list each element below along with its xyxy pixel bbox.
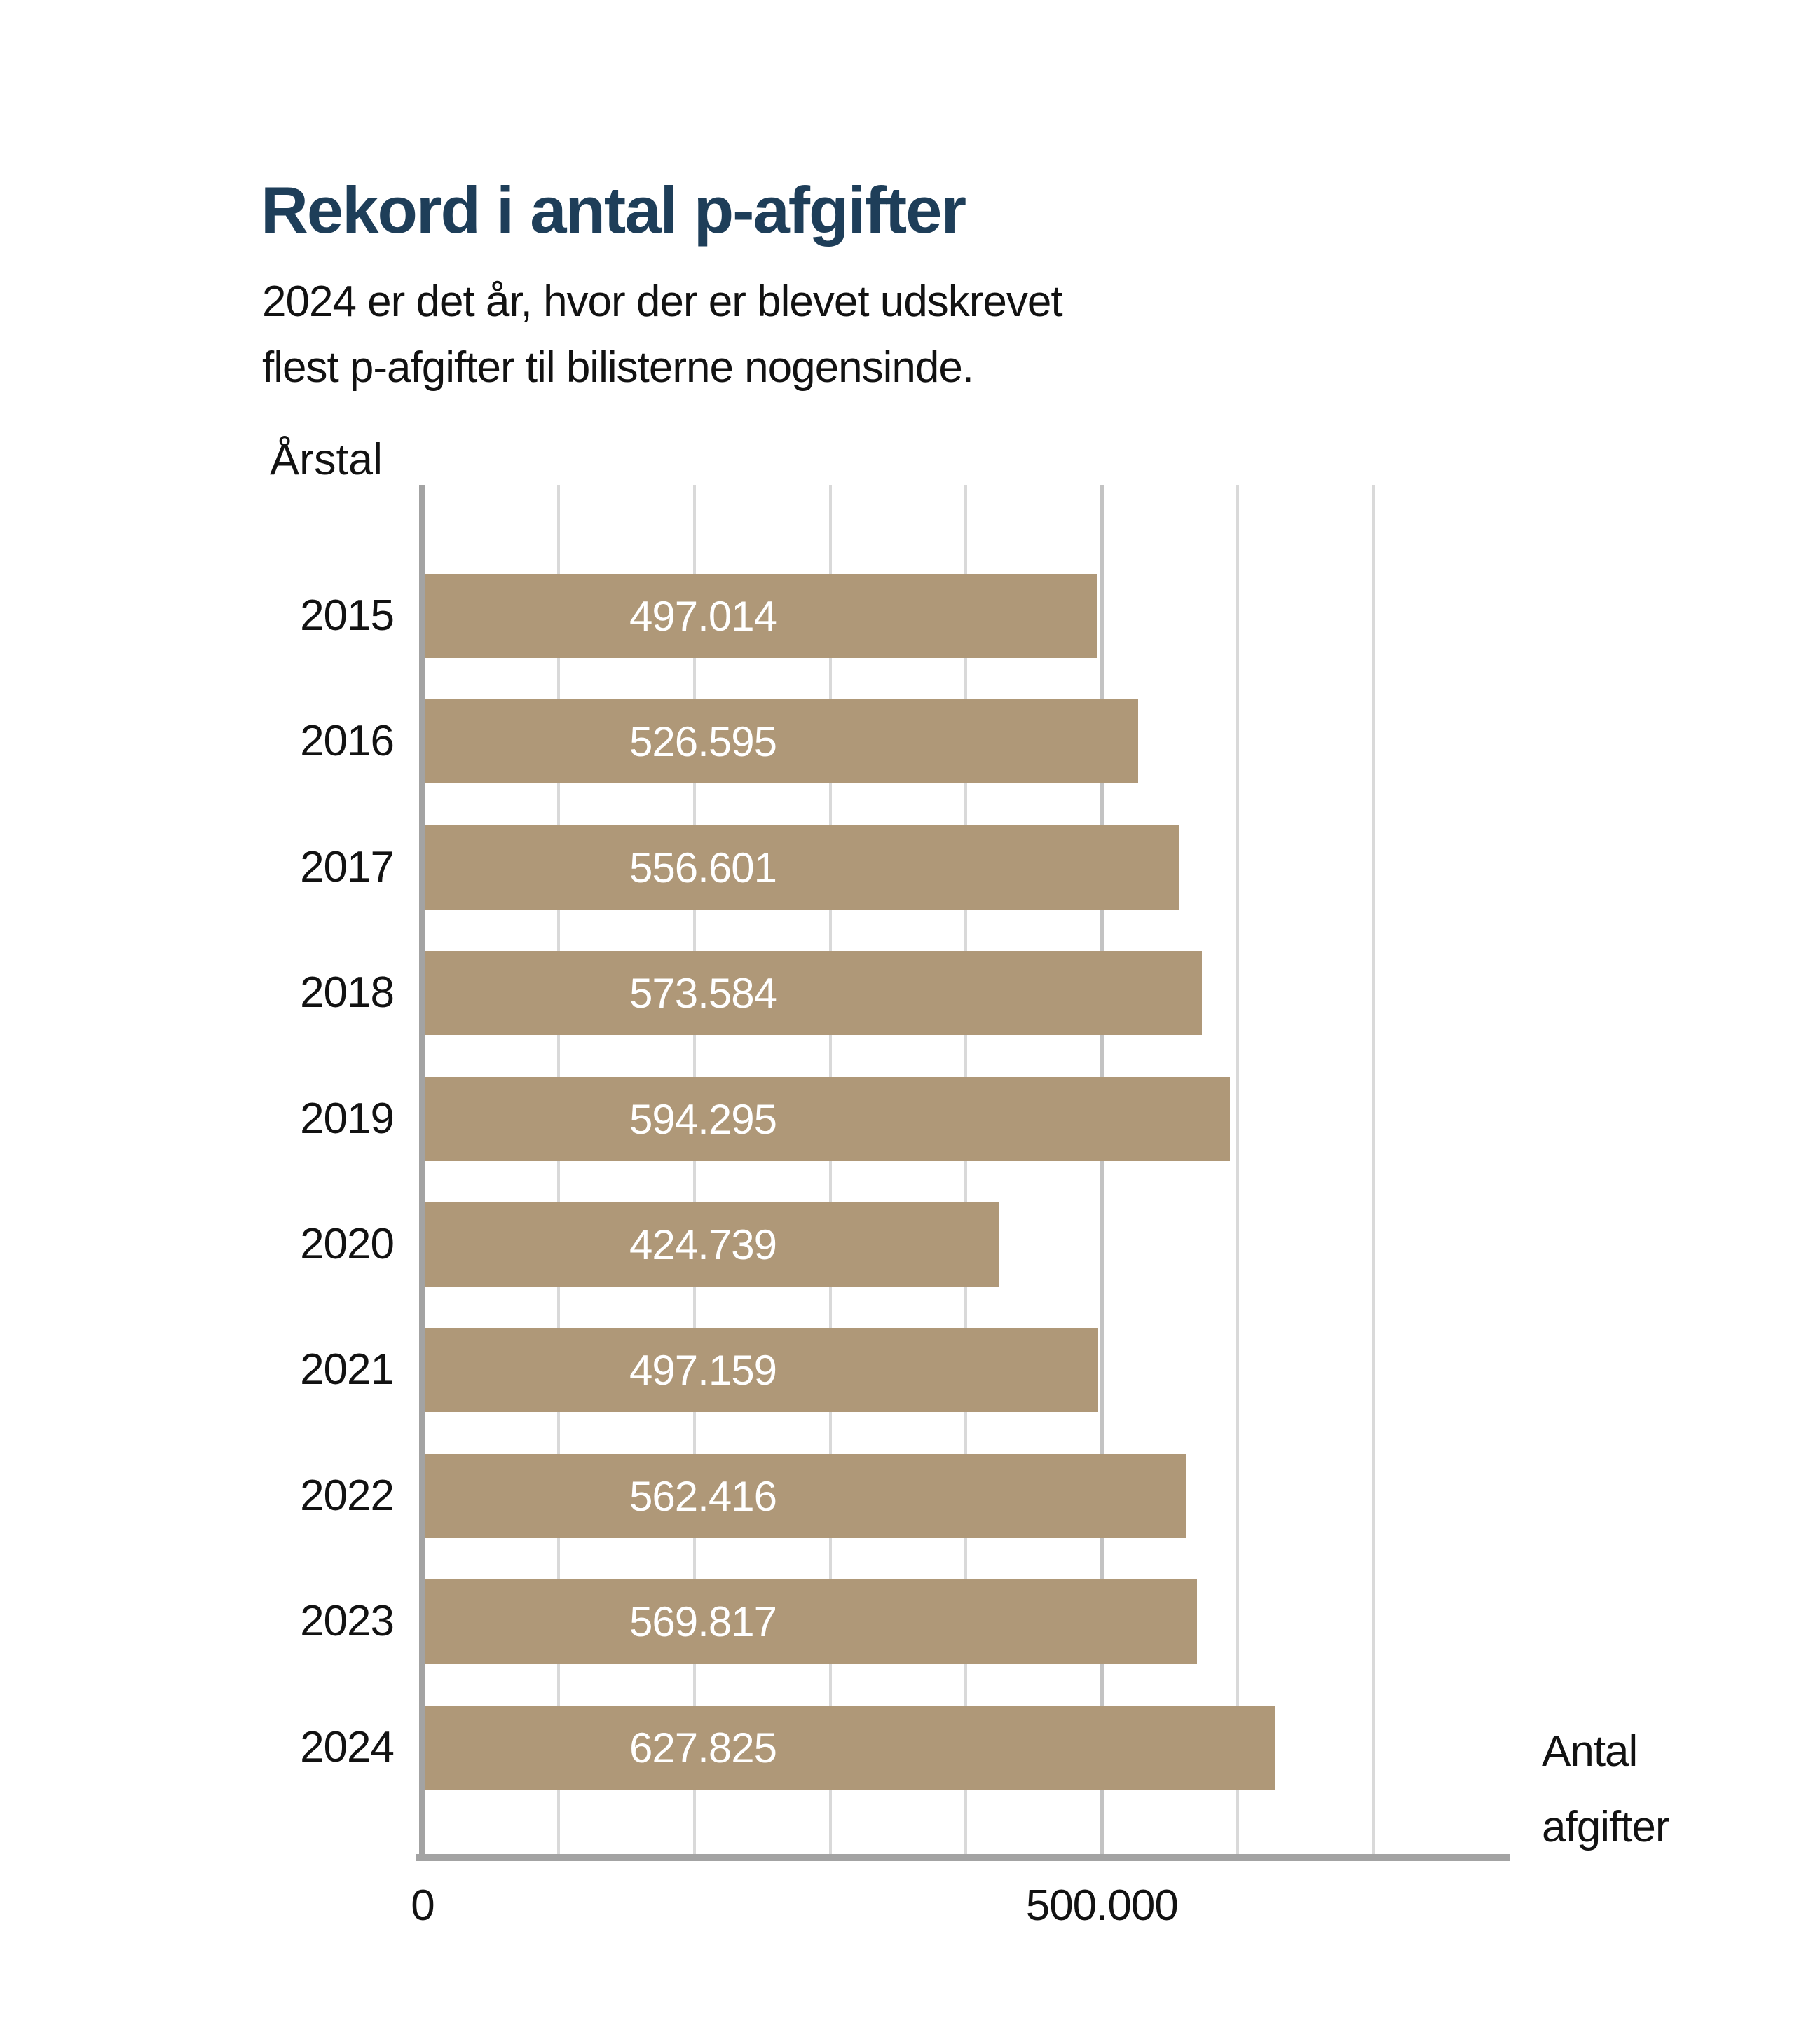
- gridline: [1236, 485, 1240, 1857]
- chart-subtitle-line-2: flest p-afgifter til bilisterne nogensin…: [262, 343, 974, 392]
- year-label: 2024: [300, 1722, 395, 1771]
- year-label: 2023: [300, 1597, 395, 1646]
- chart-subtitle: 2024 er det år, hvor der er blevet udskr…: [262, 269, 1063, 401]
- bar: [425, 1328, 1098, 1413]
- year-label: 2016: [300, 717, 395, 766]
- year-label: 2019: [300, 1094, 395, 1143]
- bar-value-label: 569.817: [629, 1598, 777, 1646]
- bar-value-label: 497.159: [629, 1347, 777, 1394]
- bar-value-label: 556.601: [629, 844, 777, 891]
- y-axis-label: Årstal: [270, 435, 383, 484]
- bar: [425, 951, 1202, 1036]
- x-tick-label: 500.000: [1025, 1881, 1179, 1930]
- year-label: 2015: [300, 591, 395, 640]
- bar: [425, 1579, 1197, 1664]
- bar: [425, 1076, 1230, 1161]
- bar: [425, 825, 1179, 910]
- plot-area: [423, 485, 1375, 1857]
- bar-value-label: 424.739: [629, 1221, 777, 1268]
- bar: [425, 699, 1138, 784]
- gridline: [556, 485, 560, 1857]
- year-label: 2021: [300, 1345, 395, 1394]
- x-axis-label: Antal afgifter: [1542, 1727, 1670, 1851]
- bar-value-label: 497.014: [629, 593, 777, 640]
- bar: [425, 574, 1097, 658]
- year-label: 2018: [300, 968, 395, 1017]
- year-label: 2017: [300, 842, 395, 891]
- chart-title: Rekord i antal p-afgifter: [261, 173, 966, 247]
- bar: [425, 1705, 1275, 1790]
- gridline: [692, 485, 696, 1857]
- gridline-emphasized: [1100, 485, 1104, 1857]
- year-label: 2020: [300, 1220, 395, 1268]
- gridline: [828, 485, 832, 1857]
- bar-value-label: 562.416: [629, 1472, 777, 1520]
- x-axis-line: [416, 1854, 1510, 1861]
- chart-subtitle-line-1: 2024 er det år, hvor der er blevet udskr…: [262, 277, 1063, 326]
- bar: [425, 1453, 1186, 1538]
- year-label: 2022: [300, 1471, 395, 1520]
- bar: [425, 1202, 999, 1287]
- y-axis-line: [419, 485, 425, 1861]
- bar-value-label: 526.595: [629, 718, 777, 766]
- bar-value-label: 594.295: [629, 1095, 777, 1143]
- x-tick-label: 0: [411, 1881, 435, 1930]
- gridline: [1372, 485, 1375, 1857]
- bar-value-label: 627.825: [629, 1724, 777, 1771]
- gridline: [964, 485, 968, 1857]
- bar-value-label: 573.584: [629, 970, 777, 1017]
